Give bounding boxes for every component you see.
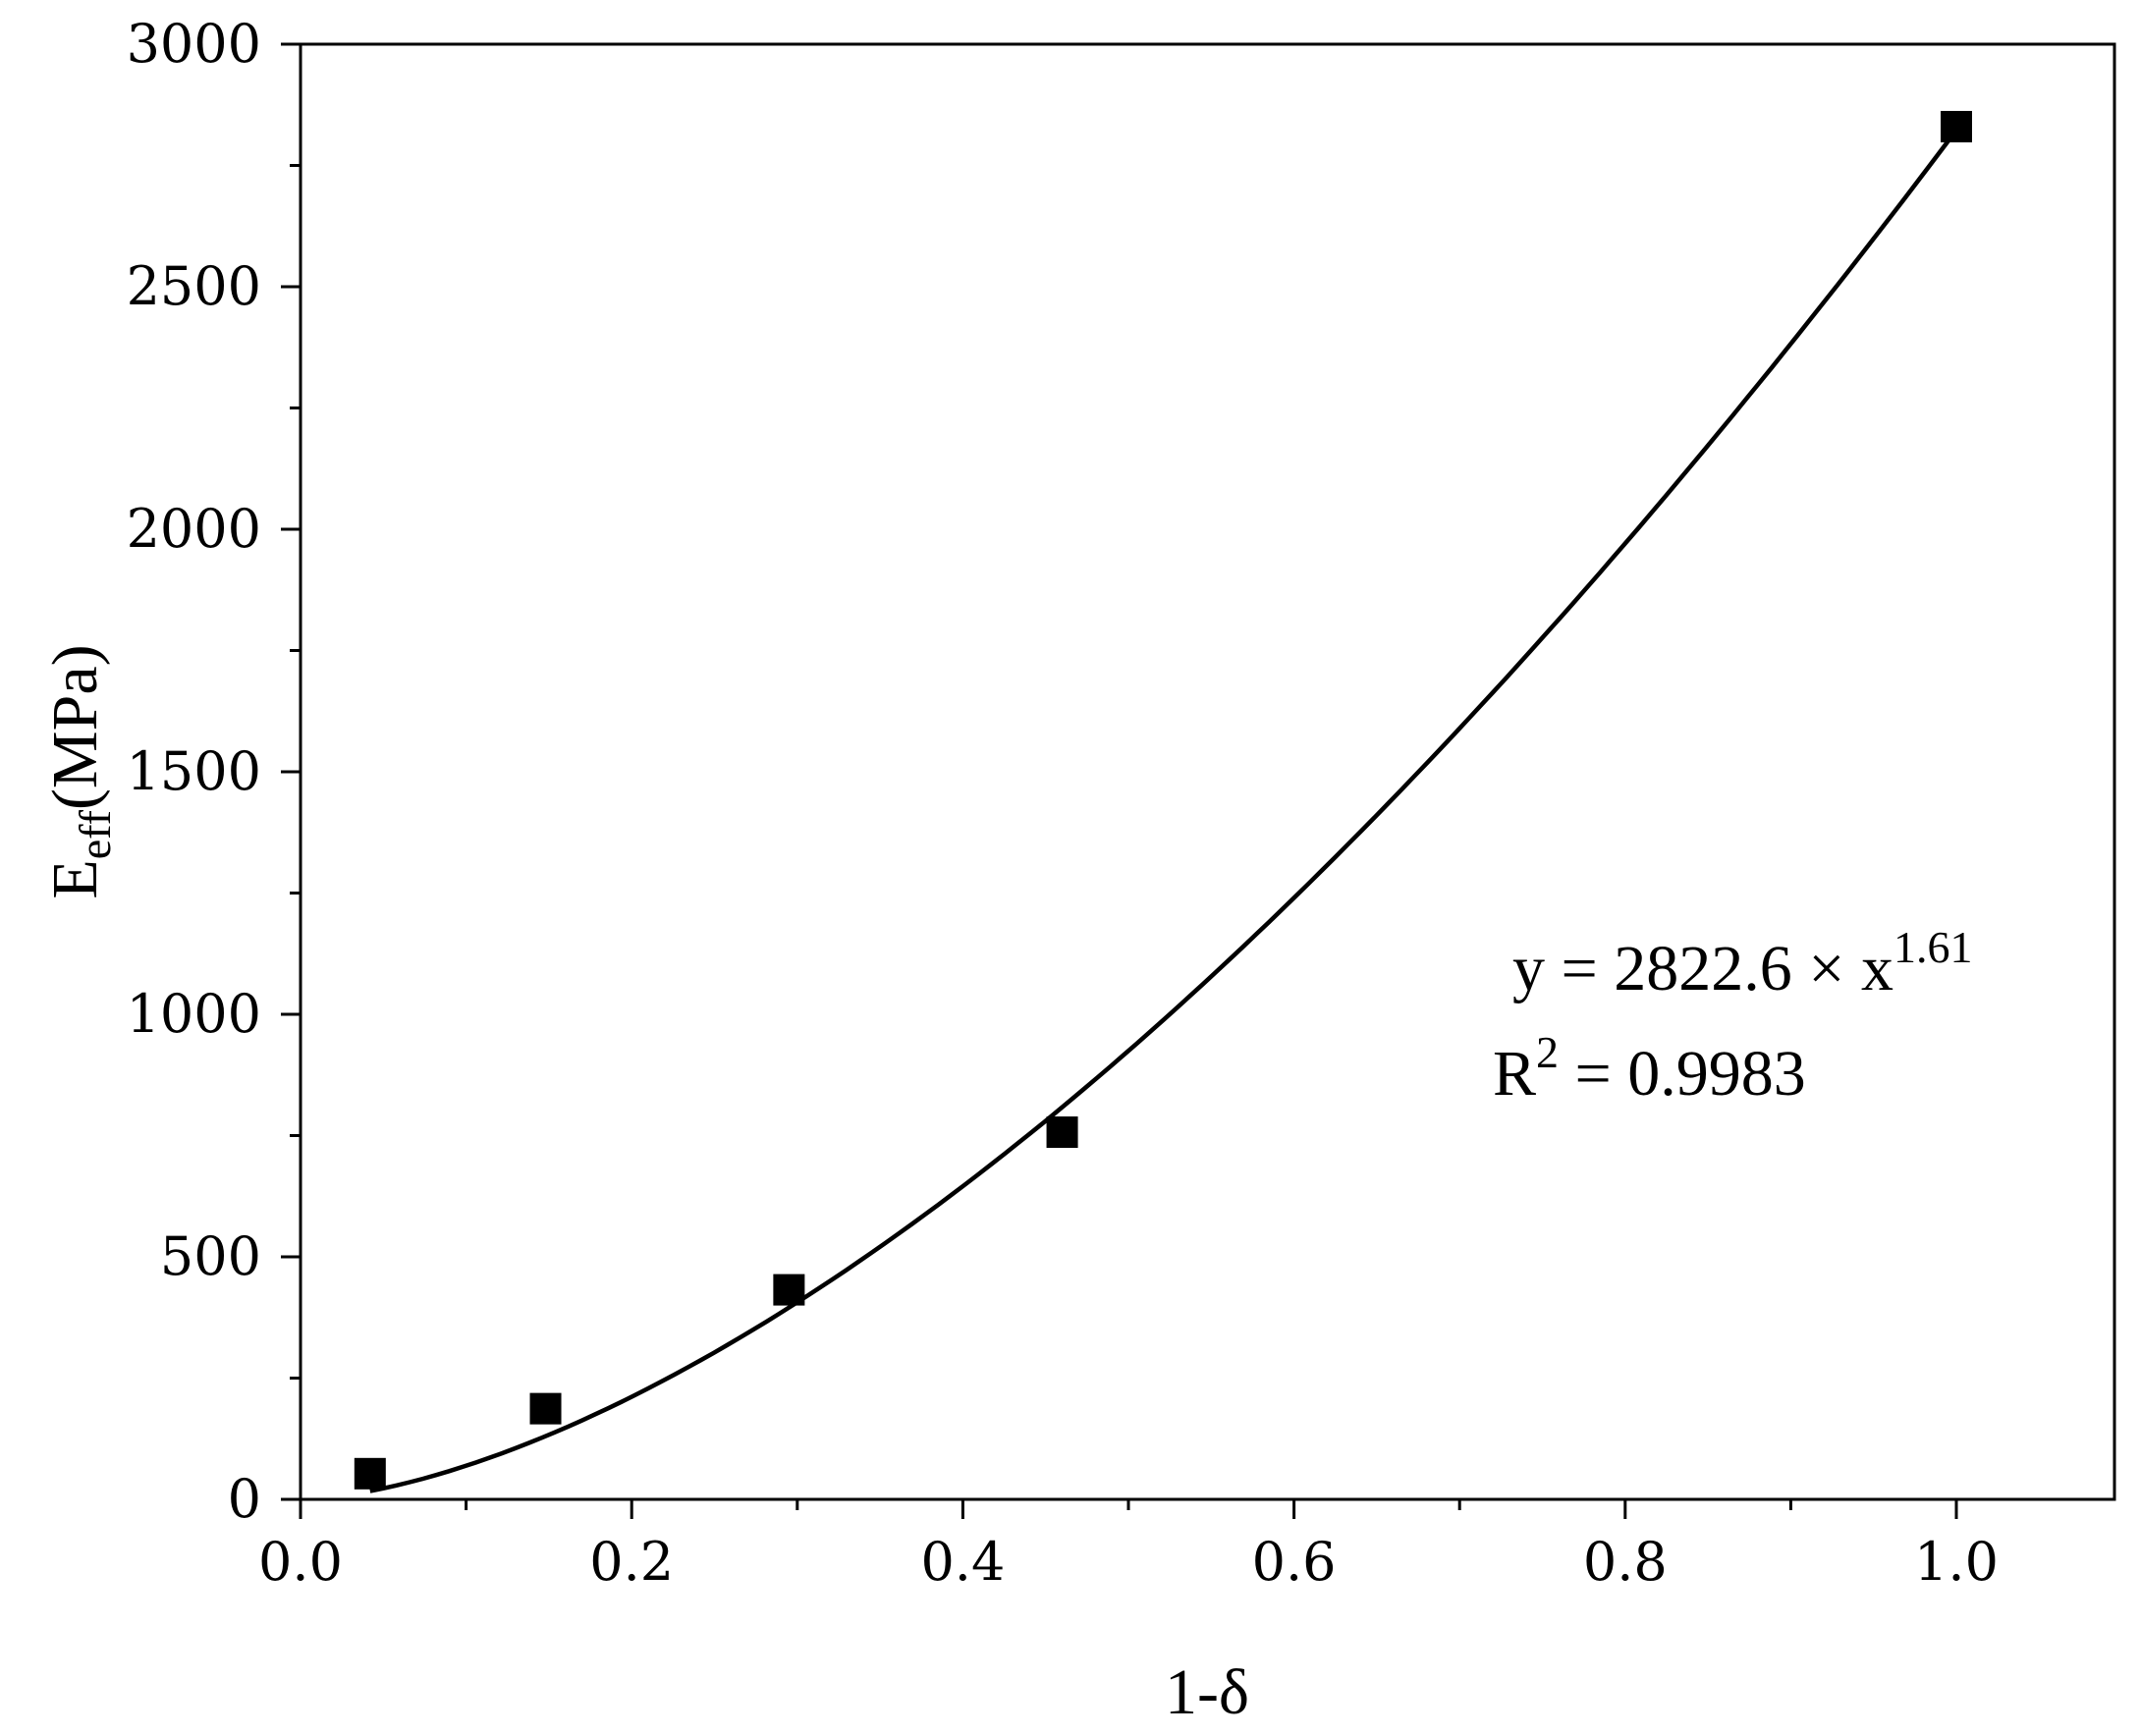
y-tick-label: 3000 <box>127 13 261 75</box>
svg-text:Eeff(MPa): Eeff(MPa) <box>39 644 120 898</box>
plot-frame <box>299 42 2116 1501</box>
x-axis-title: 1-δ <box>1165 1656 1249 1728</box>
x-tick-label: 0.2 <box>589 1531 674 1593</box>
data-point <box>354 1457 386 1490</box>
x-tick-label: 0.8 <box>1583 1531 1668 1593</box>
fit-layer <box>369 129 1958 1493</box>
fit-r-squared-value: = 0.9983 <box>1559 1038 1806 1110</box>
x-tick-label: 1.0 <box>1914 1531 1999 1593</box>
y-tick-label: 0 <box>228 1468 261 1530</box>
y-axis-title-subscript: eff <box>70 809 120 859</box>
y-tick-label: 1000 <box>127 983 261 1045</box>
fit-curve <box>369 129 1958 1493</box>
x-tick-label: 0.6 <box>1252 1531 1337 1593</box>
data-point <box>773 1274 805 1306</box>
data-point <box>529 1392 562 1425</box>
y-tick-label: 2000 <box>127 498 261 560</box>
y-tick-label: 500 <box>160 1225 261 1287</box>
x-tick-label: 0.4 <box>920 1531 1005 1593</box>
data-point <box>1046 1116 1078 1149</box>
y-axis-title-unit: (MPa) <box>39 644 111 810</box>
x-tick-label: 0.0 <box>258 1531 343 1593</box>
y-tick-label: 1500 <box>127 740 261 802</box>
fit-r-squared-exponent: 2 <box>1536 1027 1559 1077</box>
fit-equation-main: y = 2822.6 × x <box>1512 933 1893 1004</box>
y-axis-title: Eeff(MPa) <box>39 644 120 898</box>
fit-equation: y = 2822.6 × x1.61 <box>1512 922 1972 1004</box>
x-axis-ticks: 0.0 0.2 0.4 0.6 0.8 1.0 <box>258 1499 1999 1593</box>
y-axis-title-main: E <box>39 859 111 898</box>
data-point <box>1941 110 1972 142</box>
y-axis-ticks: 0 500 1000 1500 2000 2500 3000 <box>127 13 301 1530</box>
fit-equation-exponent: 1.61 <box>1893 922 1973 972</box>
fit-r-squared-symbol: R <box>1493 1038 1536 1110</box>
data-points <box>354 110 1972 1490</box>
y-tick-label: 2500 <box>127 255 261 317</box>
fit-r-squared: R2 = 0.9983 <box>1493 1027 1806 1110</box>
